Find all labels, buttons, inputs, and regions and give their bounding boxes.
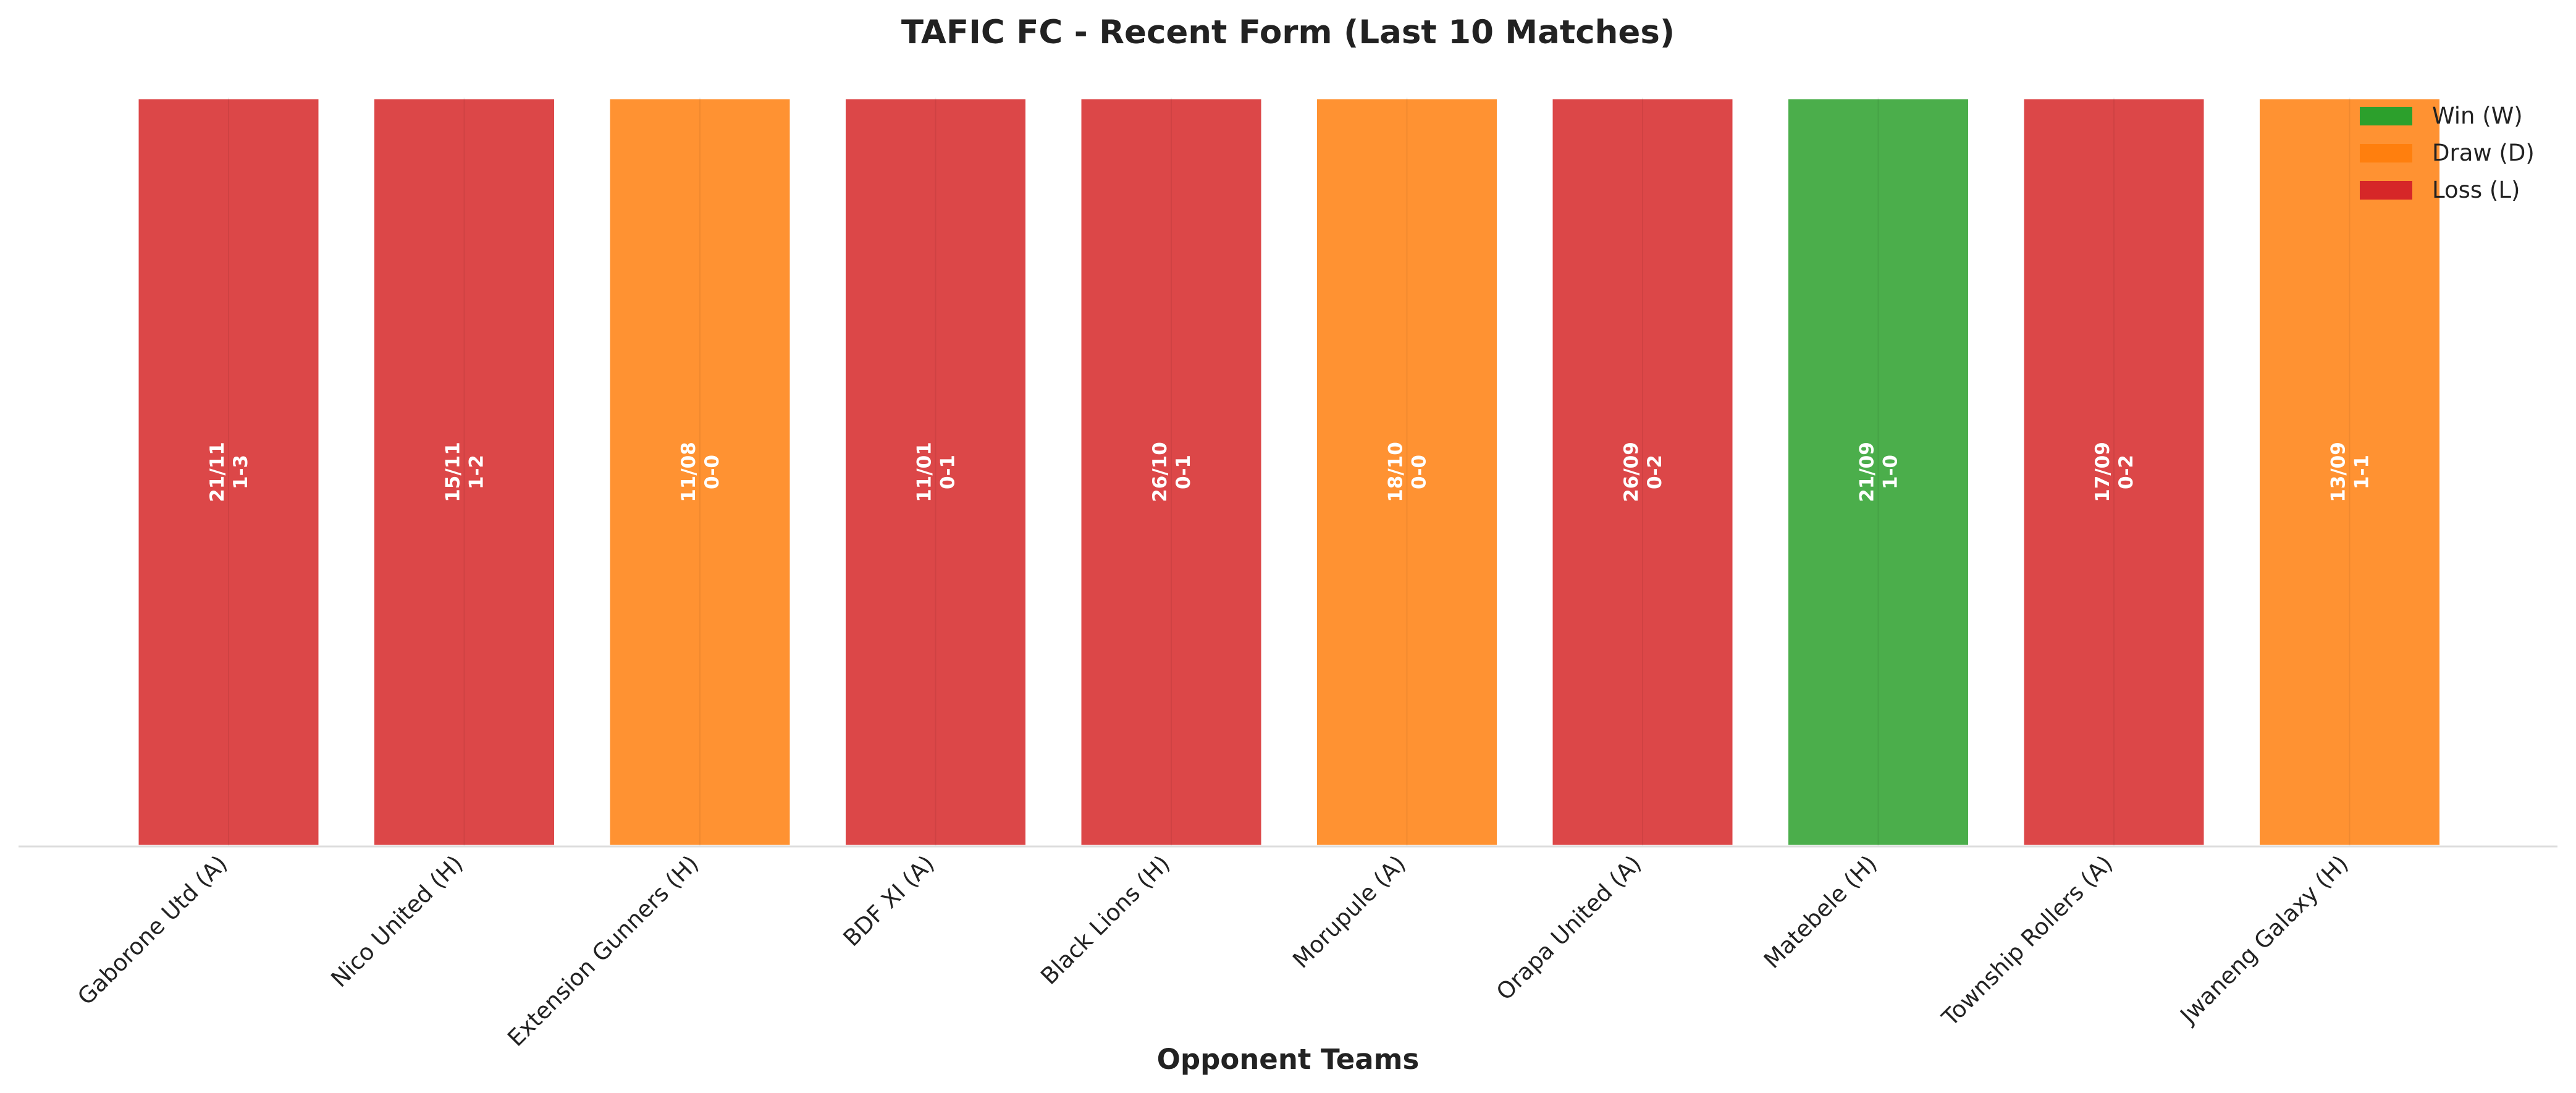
legend-label-D: Draw (D): [2432, 140, 2535, 166]
bar-2: [371, 96, 557, 848]
x-tick-label: Extension Gunners (H): [502, 850, 704, 1052]
x-tick-label: Jwaneng Galaxy (H): [2174, 850, 2354, 1029]
x-tick-label: Gaborone Utd (A): [72, 850, 232, 1010]
bar-date-label: 15/11: [442, 442, 465, 502]
legend-swatch-D: [2360, 144, 2412, 162]
bar-date-label: 26/09: [1620, 442, 1643, 502]
legend-label-W: Win (W): [2432, 103, 2523, 129]
legend-label-L: Loss (L): [2432, 177, 2520, 203]
bar-10: [2257, 96, 2443, 848]
x-tick-label: Black Lions (H): [1035, 850, 1175, 990]
bar-label-7: 26/09 0-2: [1620, 442, 1666, 502]
bar-score-label: 1-2: [466, 455, 488, 489]
bar-4: [843, 96, 1029, 848]
x-tick-label: Matebele (H): [1759, 850, 1882, 974]
x-tick-label: Township Rollers (A): [1937, 850, 2118, 1032]
legend: Win (W) Draw (D) Loss (L): [2360, 103, 2535, 203]
bar-score-label: 1-0: [1880, 455, 1902, 489]
bar-date-label: 18/10: [1385, 442, 1407, 502]
bar-5: [1078, 96, 1265, 848]
bar-date-label: 11/08: [678, 442, 700, 502]
bar-label-3: 11/08 0-0: [678, 442, 723, 502]
bar-1: [135, 96, 322, 848]
legend-swatch-W: [2360, 107, 2412, 125]
bar-score-label: 1-3: [230, 455, 252, 489]
bar-date-label: 21/09: [1856, 442, 1879, 502]
bar-date-label: 26/10: [1149, 442, 1171, 502]
bar-date-label: 21/11: [206, 442, 229, 502]
bar-score-label: 0-2: [2115, 455, 2137, 489]
bar-label-6: 18/10 0-0: [1385, 442, 1431, 502]
bar-score-label: 1-1: [2351, 455, 2373, 489]
bar-label-2: 15/11 1-2: [442, 442, 488, 502]
bar-date-label: 13/09: [2328, 442, 2350, 502]
bar-3: [607, 96, 793, 848]
bar-label-8: 21/09 1-0: [1856, 442, 1902, 502]
bars-layer: 21/11 1-3 15/11 1-2 11/08 0-0 11/01 0-1 26/10 0-1…: [135, 96, 2443, 848]
x-tick-label: Orapa United (A): [1491, 850, 1646, 1005]
x-tick-labels: Gaborone Utd (A) Nico United (H) Extension…: [72, 850, 2354, 1052]
chart-title: TAFIC FC - Recent Form (Last 10 Matches): [901, 14, 1675, 51]
bar-label-1: 21/11 1-3: [206, 442, 252, 502]
bar-label-10: 13/09 1-1: [2328, 442, 2373, 502]
bar-score-label: 0-1: [1172, 455, 1195, 489]
bar-score-label: 0-2: [1644, 455, 1666, 489]
bar-label-9: 17/09 0-2: [2092, 442, 2137, 502]
bar-date-label: 17/09: [2092, 442, 2114, 502]
x-axis-label: Opponent Teams: [1157, 1043, 1420, 1076]
bar-score-label: 0-0: [1408, 455, 1431, 489]
x-tick-label: Morupule (A): [1287, 850, 1411, 974]
bar-7: [1549, 96, 1736, 848]
bar-label-5: 26/10 0-1: [1149, 442, 1195, 502]
bar-score-label: 0-0: [701, 455, 723, 489]
legend-swatch-L: [2360, 181, 2412, 200]
x-tick-label: Nico United (H): [326, 850, 468, 992]
x-tick-label: BDF XI (A): [838, 850, 940, 952]
bar-score-label: 0-1: [937, 455, 959, 489]
bar-label-4: 11/01 0-1: [914, 442, 959, 502]
bar-6: [1314, 96, 1500, 848]
bar-date-label: 11/01: [914, 442, 936, 502]
